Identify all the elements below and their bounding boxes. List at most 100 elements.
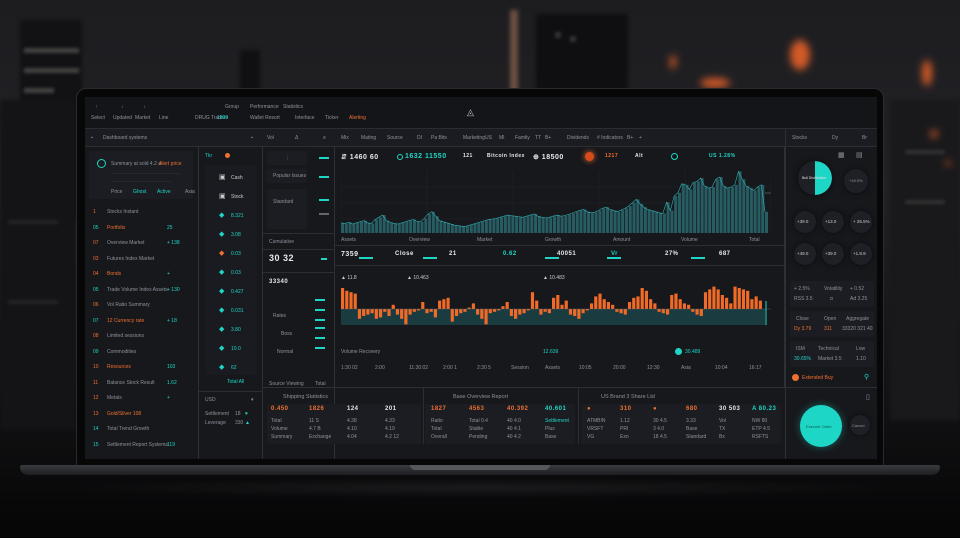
popular-issues-card[interactable]: Popular Issues xyxy=(267,169,307,183)
nav-select[interactable]: Select xyxy=(91,115,105,121)
col-row: 40 4.2 xyxy=(507,434,521,440)
device-icon[interactable]: ▯ xyxy=(866,394,870,401)
nav-updated[interactable]: Updated xyxy=(113,115,132,121)
watch-item[interactable]: ◆ 0.427 xyxy=(205,285,257,301)
tab-13[interactable]: B+ xyxy=(627,135,634,141)
status-icon[interactable] xyxy=(671,153,678,160)
list-item[interactable]: 03 Futures Index Market xyxy=(85,254,199,268)
col-row: Total 0.4 xyxy=(469,418,488,424)
menu-icon[interactable]: ▪ xyxy=(91,135,93,141)
header-stocks[interactable]: Stocks xyxy=(792,135,808,141)
item-value: + 130 xyxy=(167,286,180,293)
tab-14[interactable]: + xyxy=(639,135,642,141)
watch-item[interactable]: ◆ 62 xyxy=(205,361,257,377)
cancel-button[interactable]: Cancel xyxy=(850,415,870,435)
header-br[interactable]: Br xyxy=(862,135,867,141)
tab-0[interactable]: Mix xyxy=(341,135,349,141)
execute-order-button[interactable]: Execute Order xyxy=(800,405,842,447)
tab-10[interactable]: B+ xyxy=(545,135,552,141)
left-panel: ▪ Dashboard systems Summary at sold 4.2 … xyxy=(85,129,199,459)
list-item[interactable]: 11 Balance Stock Result 1.62 xyxy=(85,378,199,392)
watch-item[interactable]: ▣ Stock xyxy=(205,190,257,206)
chevron-down-icon[interactable]: ▾ xyxy=(251,397,254,403)
watch-item[interactable]: ◆ 0.03 xyxy=(205,266,257,282)
list-item[interactable]: 15 Settlement Report Systems 119 xyxy=(85,440,199,454)
top-bar: ↑ ↓ ↓ Select Updated Market Line Group P… xyxy=(85,97,877,129)
list-item[interactable]: 09 Commodities xyxy=(85,347,199,361)
tab-2[interactable]: Source xyxy=(387,135,403,141)
col-row: Plus xyxy=(545,426,555,432)
tab-group[interactable]: Group xyxy=(225,104,239,110)
currency-select[interactable]: USD xyxy=(205,397,216,403)
list-item[interactable]: 07 Overview Market + 138 xyxy=(85,238,199,252)
tab-ghost[interactable]: Ghost xyxy=(133,189,147,195)
standard-card[interactable]: Standard xyxy=(267,189,307,229)
header-menu[interactable]: ≡ xyxy=(323,135,326,141)
list-item[interactable]: 05 Trade Volume Index Assets + 130 xyxy=(85,285,199,299)
tab-8[interactable]: Family xyxy=(515,135,530,141)
mini-card: ⋮ xyxy=(267,151,307,165)
header-vol[interactable]: Vol xyxy=(267,135,274,141)
time-label: 12:30 xyxy=(647,365,660,371)
header-dy[interactable]: Dy xyxy=(832,135,839,141)
nav-icon-down[interactable]: ↓ xyxy=(143,104,146,110)
tab-5[interactable]: Marketing xyxy=(463,135,485,141)
tab-9[interactable]: TT xyxy=(535,135,542,141)
ticker-value: US 1.28% xyxy=(709,153,736,159)
list-item[interactable]: 08 Limited sessions xyxy=(85,331,199,345)
nav-icon-up[interactable]: ↑ xyxy=(95,104,98,110)
col-head: 1827 xyxy=(431,406,447,412)
tab-asia[interactable]: Asia xyxy=(185,189,195,195)
chart-icon[interactable]: ▦ xyxy=(838,152,845,159)
alert-text: Summary at sold 4.2 a xyxy=(111,161,162,167)
laptop-shadow xyxy=(60,478,900,498)
item-label: Bonds xyxy=(107,271,122,277)
nav-icon-down[interactable]: ↓ xyxy=(121,104,124,110)
tab-11[interactable]: Dividends xyxy=(567,135,589,141)
close-icon[interactable]: ▪ xyxy=(251,135,253,141)
header-delta[interactable]: Δ xyxy=(295,135,299,141)
list-item[interactable]: 06 Vol Ratio Summary xyxy=(85,300,199,314)
alert-icon[interactable] xyxy=(585,152,594,161)
alert-highlight: Alert price xyxy=(159,161,182,167)
gauge-dial: +13.0 xyxy=(822,211,844,233)
time-label: 2:00 xyxy=(375,365,385,371)
tab-statistics[interactable]: Statistics xyxy=(283,104,304,110)
watch-item[interactable]: ◆ 0.031 xyxy=(205,304,257,320)
list-item[interactable]: 1 Stocks Instant xyxy=(85,207,199,221)
indicator-line xyxy=(691,257,705,259)
alert-icon xyxy=(792,374,799,381)
watch-item[interactable]: ◆ 3.08 xyxy=(205,228,257,244)
watch-item[interactable]: ▣ Cash xyxy=(205,171,257,187)
bottom-strip: Shipping Statistics Base Overview Report… xyxy=(263,387,785,451)
tab-performance[interactable]: Performance xyxy=(250,104,279,110)
tab-price[interactable]: Price xyxy=(111,189,123,195)
list-item[interactable]: 12 Metals + xyxy=(85,393,199,407)
stat-value: 21 xyxy=(449,251,457,257)
nav-market[interactable]: Market xyxy=(135,115,151,121)
list-item[interactable]: 04 Bonds + xyxy=(85,269,199,283)
watch-item[interactable]: ◆ 3.80 xyxy=(205,323,257,339)
list-item[interactable]: 10 Resources 103 xyxy=(85,362,199,376)
tab-3[interactable]: DI xyxy=(417,135,422,141)
list-item[interactable]: 13 Gold/Silver 108 xyxy=(85,409,199,423)
tab-7[interactable]: MI xyxy=(499,135,505,141)
list-item[interactable]: 05 Portfolio 25 xyxy=(85,223,199,237)
gauge-dial: +39.0 xyxy=(822,243,844,265)
tab-active[interactable]: Active xyxy=(157,189,171,195)
bike-icon[interactable]: ⚲ xyxy=(864,374,870,381)
watch-item[interactable]: ◆ 0.03 xyxy=(205,247,257,263)
nav-line[interactable]: Line xyxy=(159,115,169,121)
tab-4[interactable]: Pa Bits xyxy=(431,135,447,141)
tab-1[interactable]: Mating xyxy=(361,135,377,141)
list-item[interactable]: 14 Total Trend Growth xyxy=(85,424,199,438)
ticker-icon: ◆ xyxy=(219,250,225,257)
tab-6[interactable]: US xyxy=(485,135,492,141)
item-label: Portfolio xyxy=(107,224,126,231)
col-row: 4.2 12 xyxy=(385,434,399,440)
watch-item[interactable]: ◆ 10.0 xyxy=(205,342,257,358)
tab-12[interactable]: # Indicators xyxy=(597,135,623,141)
list-item[interactable]: 07 12 Currency rate + 18 xyxy=(85,316,199,330)
bar-icon[interactable]: ▤ xyxy=(856,152,863,159)
watch-item[interactable]: ◆ 8.321 xyxy=(205,209,257,225)
